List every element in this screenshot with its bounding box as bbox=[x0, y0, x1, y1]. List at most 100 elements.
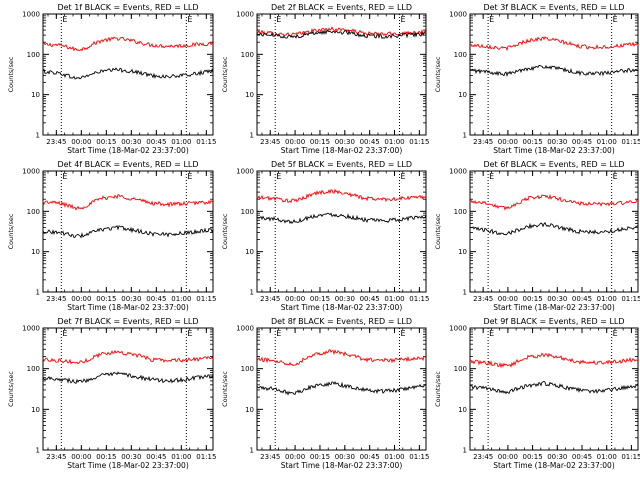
series-line-lld bbox=[42, 36, 214, 52]
y-axis-label: Counts/sec bbox=[221, 371, 229, 407]
x-tick-label: 01:00 bbox=[597, 453, 617, 461]
y-tick-label: 1 bbox=[250, 289, 254, 297]
x-tick-label: 01:00 bbox=[384, 138, 404, 146]
chart-title: Det 4f BLACK = Events, RED = LLD bbox=[57, 160, 198, 169]
x-axis-label: Start Time (18-Mar-02 23:37:00) bbox=[281, 461, 403, 470]
x-tick-label: 00:15 bbox=[96, 453, 116, 461]
chart-title: Det 7f BLACK = Events, RED = LLD bbox=[57, 317, 198, 326]
x-tick-label: 00:45 bbox=[146, 453, 166, 461]
x-axis-label: Start Time (18-Mar-02 23:37:00) bbox=[67, 303, 189, 312]
x-tick-label: 01:15 bbox=[196, 295, 216, 303]
chart-panel-1: Det 1f BLACK = Events, RED = LLD Counts/s… bbox=[7, 3, 216, 155]
y-tick-label: 100 bbox=[27, 365, 40, 373]
x-tick-label: 00:00 bbox=[498, 138, 518, 146]
y-tick-label: 10 bbox=[458, 91, 467, 99]
y-axis-label: Counts/sec bbox=[434, 213, 442, 249]
y-tick-label: 1000 bbox=[22, 168, 40, 176]
y-tick-label: 100 bbox=[241, 365, 254, 373]
plot-frame bbox=[469, 13, 639, 136]
series-line-lld bbox=[42, 349, 214, 365]
event-marker-label: E bbox=[62, 172, 67, 181]
series-line-events bbox=[42, 371, 214, 385]
chart-panel-7: Det 7f BLACK = Events, RED = LLD Counts/s… bbox=[7, 317, 216, 470]
y-tick-label: 100 bbox=[27, 208, 40, 216]
event-marker-label: E bbox=[489, 172, 494, 181]
series-line-lld bbox=[469, 352, 639, 369]
x-tick-label: 00:45 bbox=[146, 295, 166, 303]
x-tick-label: 01:15 bbox=[196, 453, 216, 461]
x-tick-label: 01:00 bbox=[171, 138, 191, 146]
x-tick-label: 00:15 bbox=[522, 295, 542, 303]
y-tick-label: 100 bbox=[241, 208, 254, 216]
x-tick-label: 00:45 bbox=[360, 138, 380, 146]
x-tick-label: 00:30 bbox=[121, 138, 141, 146]
plot-frame bbox=[42, 327, 214, 451]
x-tick-label: 00:45 bbox=[146, 138, 166, 146]
y-tick-label: 100 bbox=[454, 51, 467, 59]
x-tick-label: 00:30 bbox=[335, 453, 355, 461]
x-tick-label: 00:00 bbox=[71, 138, 91, 146]
x-tick-label: 01:15 bbox=[409, 453, 429, 461]
x-axis-label: Start Time (18-Mar-02 23:37:00) bbox=[281, 303, 403, 312]
chart-title: Det 3f BLACK = Events, RED = LLD bbox=[483, 3, 624, 12]
chart-panel-5: Det 5f BLACK = Events, RED = LLD Counts/s… bbox=[221, 160, 429, 312]
x-tick-label: 01:00 bbox=[171, 453, 191, 461]
y-tick-label: 1000 bbox=[449, 325, 467, 333]
x-tick-label: 23:45 bbox=[473, 453, 493, 461]
x-tick-label: 00:00 bbox=[71, 295, 91, 303]
x-tick-label: 00:00 bbox=[285, 453, 305, 461]
event-marker-label: E bbox=[489, 329, 494, 338]
y-tick-label: 100 bbox=[241, 51, 254, 59]
x-tick-label: 23:45 bbox=[46, 453, 66, 461]
y-tick-label: 10 bbox=[245, 406, 254, 414]
event-marker-label: E bbox=[400, 15, 405, 24]
plot-frame bbox=[256, 13, 427, 136]
x-tick-label: 00:00 bbox=[498, 453, 518, 461]
x-tick-label: 00:00 bbox=[498, 295, 518, 303]
x-tick-label: 01:00 bbox=[384, 453, 404, 461]
chart-panel-8: Det 8f BLACK = Events, RED = LLD Counts/s… bbox=[221, 317, 429, 470]
series-line-events bbox=[42, 67, 214, 80]
event-marker-label: E bbox=[276, 329, 281, 338]
series-line-events bbox=[256, 212, 427, 224]
x-axis-label: Start Time (18-Mar-02 23:37:00) bbox=[493, 303, 615, 312]
x-axis-label: Start Time (18-Mar-02 23:37:00) bbox=[493, 461, 615, 470]
y-tick-label: 1 bbox=[463, 132, 467, 140]
x-tick-label: 01:15 bbox=[409, 295, 429, 303]
series-line-events bbox=[469, 221, 639, 236]
chart-title: Det 5f BLACK = Events, RED = LLD bbox=[271, 160, 412, 169]
y-axis-label: Counts/sec bbox=[434, 56, 442, 92]
x-tick-label: 23:45 bbox=[260, 138, 280, 146]
y-tick-label: 10 bbox=[245, 248, 254, 256]
y-axis-label: Counts/sec bbox=[7, 371, 15, 407]
y-axis-label: Counts/sec bbox=[7, 56, 15, 92]
x-tick-label: 00:30 bbox=[335, 295, 355, 303]
series-line-lld bbox=[256, 188, 427, 204]
x-tick-label: 00:30 bbox=[121, 295, 141, 303]
x-tick-label: 23:45 bbox=[46, 295, 66, 303]
y-tick-label: 10 bbox=[245, 91, 254, 99]
y-axis-label: Counts/sec bbox=[221, 213, 229, 249]
y-tick-label: 1000 bbox=[236, 11, 254, 19]
series-line-lld bbox=[256, 349, 427, 367]
x-axis-label: Start Time (18-Mar-02 23:37:00) bbox=[281, 146, 403, 155]
plot-frame bbox=[469, 327, 639, 451]
series-line-events bbox=[42, 225, 214, 239]
x-tick-label: 00:15 bbox=[522, 138, 542, 146]
x-tick-label: 00:30 bbox=[547, 295, 567, 303]
event-marker-label: E bbox=[276, 172, 281, 181]
x-tick-label: 00:30 bbox=[547, 138, 567, 146]
chart-title: Det 8f BLACK = Events, RED = LLD bbox=[271, 317, 412, 326]
x-tick-label: 00:15 bbox=[310, 138, 330, 146]
y-tick-label: 1000 bbox=[449, 11, 467, 19]
y-tick-label: 100 bbox=[27, 51, 40, 59]
y-tick-label: 1000 bbox=[236, 168, 254, 176]
x-tick-label: 01:15 bbox=[196, 138, 216, 146]
y-tick-label: 1 bbox=[463, 289, 467, 297]
x-tick-label: 00:30 bbox=[335, 138, 355, 146]
chart-panel-3: Det 3f BLACK = Events, RED = LLD Counts/s… bbox=[434, 3, 640, 155]
y-tick-label: 1000 bbox=[22, 11, 40, 19]
y-tick-label: 1 bbox=[36, 447, 40, 455]
x-tick-label: 00:15 bbox=[522, 453, 542, 461]
